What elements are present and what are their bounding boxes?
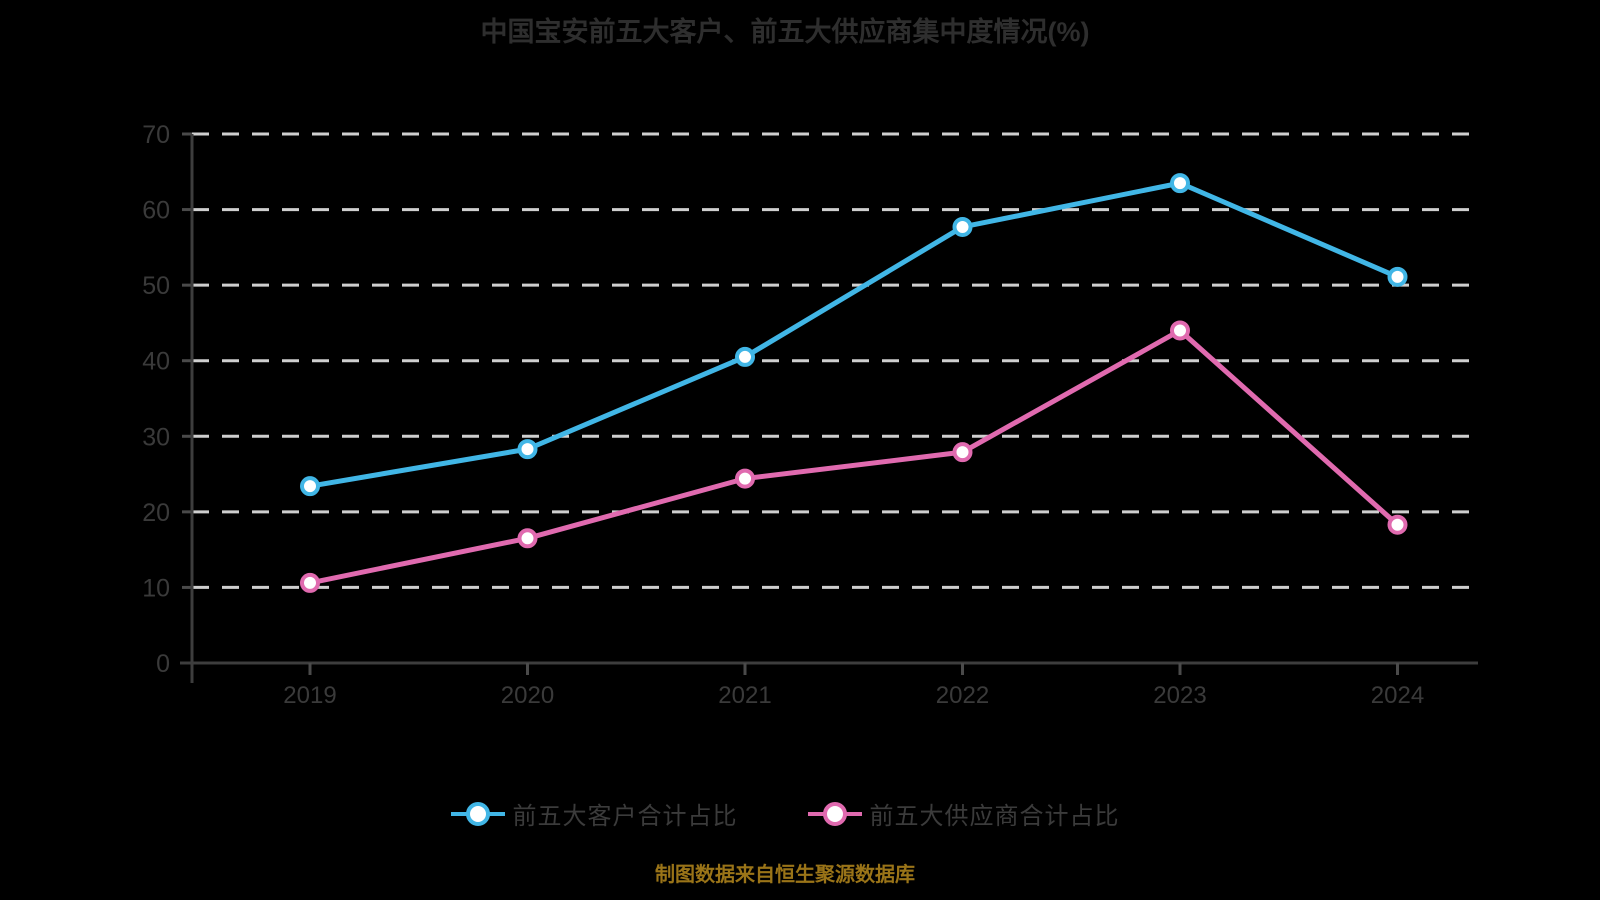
series-line-customers xyxy=(307,180,1400,489)
y-tick-label: 20 xyxy=(142,499,170,527)
series-line-suppliers xyxy=(307,327,1400,586)
legend-marker-customers xyxy=(450,801,505,826)
data-point[interactable] xyxy=(1387,514,1408,535)
legend-marker-suppliers xyxy=(807,801,862,826)
data-point[interactable] xyxy=(300,572,320,593)
data-point[interactable] xyxy=(1387,266,1408,287)
source-note: 制图数据来自恒生聚源数据库 xyxy=(655,864,915,886)
x-tick-label: 2023 xyxy=(1153,682,1206,709)
x-tick-label: 2021 xyxy=(718,682,771,709)
y-tick-label: 40 xyxy=(142,348,170,376)
data-point[interactable] xyxy=(517,528,538,549)
legend-item-suppliers[interactable]: 前五大供应商合计占比 xyxy=(807,796,1120,831)
x-tick-label: 2022 xyxy=(936,682,989,709)
legend-label-customers: 前五大客户合计占比 xyxy=(512,803,738,830)
data-point[interactable] xyxy=(952,442,973,463)
legend-label-suppliers: 前五大供应商合计占比 xyxy=(869,803,1120,830)
gridlines xyxy=(192,132,1480,589)
x-axis-ticks: 2019 2020 2021 2022 2023 2024 xyxy=(283,663,1424,709)
data-point[interactable] xyxy=(1170,320,1190,341)
data-point[interactable] xyxy=(952,216,973,237)
y-axis-ticks: 0 10 20 30 40 50 60 70 xyxy=(142,121,170,678)
data-point[interactable] xyxy=(300,476,320,497)
data-point[interactable] xyxy=(517,439,538,460)
series-lines xyxy=(307,180,1400,586)
data-point[interactable] xyxy=(735,346,755,367)
chart-legend: 前五大客户合计占比 前五大供应商合计占比 xyxy=(0,796,1570,831)
legend-item-customers[interactable]: 前五大客户合计占比 xyxy=(450,796,738,831)
y-tick-label: 10 xyxy=(142,574,170,602)
y-tick-label: 70 xyxy=(142,121,170,149)
page-title: 中国宝安前五大客户、前五大供应商集中度情况(%) xyxy=(480,17,1090,47)
series-points xyxy=(300,173,1408,593)
y-tick-label: 0 xyxy=(156,650,170,678)
x-tick-label: 2019 xyxy=(283,682,336,709)
data-point[interactable] xyxy=(1170,173,1190,194)
x-tick-label: 2020 xyxy=(501,682,554,709)
axis-lines xyxy=(180,132,1478,683)
data-point[interactable] xyxy=(735,468,755,489)
y-tick-label: 30 xyxy=(142,423,170,451)
y-tick-label: 50 xyxy=(142,272,170,300)
x-tick-label: 2024 xyxy=(1371,682,1424,709)
y-tick-label: 60 xyxy=(142,197,170,225)
